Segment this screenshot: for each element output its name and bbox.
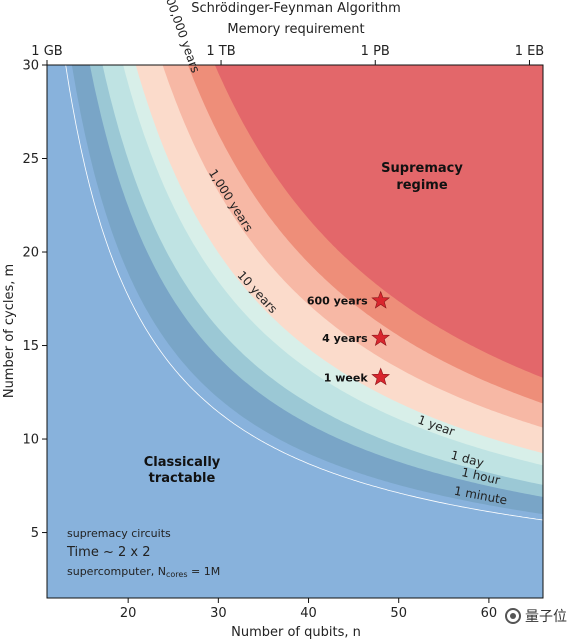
y-tick-label: 15	[22, 339, 39, 354]
contour-edge	[65, 65, 543, 521]
contour-bands	[71, 65, 543, 515]
x-axis: 20 30 40 50 60	[120, 598, 497, 621]
x-tick-label: 40	[300, 606, 317, 621]
region-label-supremacy-2: regime	[396, 178, 448, 193]
y-tick-label: 25	[22, 152, 39, 167]
point-label: 1 week	[324, 371, 369, 384]
y-axis-label: Number of cycles, m	[2, 264, 17, 398]
top-tick-label: 1 EB	[515, 44, 545, 59]
note-time: Time ~ 2 x 2	[66, 545, 150, 560]
star-marker	[371, 367, 390, 386]
x-tick-label: 50	[390, 606, 407, 621]
x-axis-label: Number of qubits, n	[231, 625, 361, 640]
top-tick-label: 1 GB	[31, 44, 62, 59]
top-axis: 1 GB 1 TB 1 PB 1 EB	[31, 44, 544, 65]
watermark-logo-icon	[505, 608, 521, 624]
watermark: 量子位	[505, 606, 567, 626]
y-tick-label: 10	[22, 433, 39, 448]
chart-subtitle: Memory requirement	[227, 22, 364, 37]
data-points: 600 years 4 years 1 week	[307, 290, 391, 386]
note-supercomputer: supercomputer, Ncores = 1M	[67, 565, 220, 579]
region-label-classical-1: Classically	[144, 455, 221, 470]
chart-title: Schrödinger-Feynman Algorithm	[191, 1, 401, 16]
y-tick-label: 5	[31, 526, 39, 541]
region-label-supremacy-1: Supremacy	[381, 161, 463, 176]
contour-edges	[65, 65, 543, 521]
watermark-text: 量子位	[525, 609, 567, 625]
y-tick-label: 20	[22, 246, 39, 261]
region-label-classical-2: tractable	[149, 471, 216, 486]
y-axis: 5 10 15 20 25 30	[22, 59, 47, 541]
point-label: 600 years	[307, 295, 368, 308]
star-marker	[371, 290, 391, 309]
x-tick-label: 30	[210, 606, 227, 621]
contour-band	[214, 65, 543, 378]
top-tick-label: 1 TB	[206, 44, 235, 59]
x-tick-label: 60	[481, 606, 498, 621]
plot-area	[47, 65, 543, 598]
point-label: 4 years	[322, 332, 368, 345]
y-tick-label: 30	[22, 59, 39, 74]
top-tick-label: 1 PB	[361, 44, 390, 59]
star-marker	[371, 328, 391, 346]
x-tick-label: 20	[120, 606, 137, 621]
plot-frame	[46, 64, 544, 599]
note-supremacy-circuits: supremacy circuits	[67, 527, 171, 540]
